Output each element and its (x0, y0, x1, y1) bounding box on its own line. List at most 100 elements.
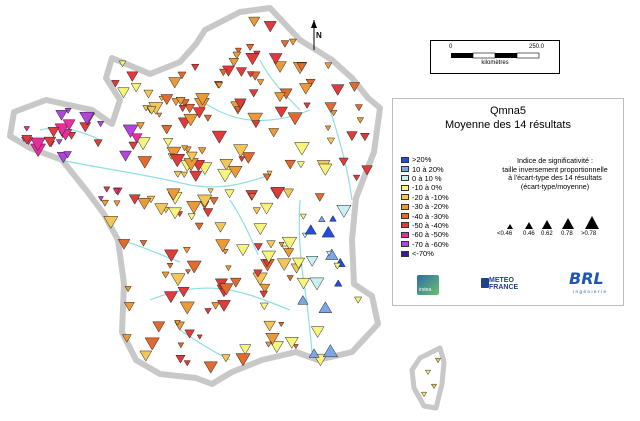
legend-swatch (401, 203, 409, 210)
station-marker (100, 199, 109, 207)
station-marker (308, 348, 320, 358)
station-marker (177, 71, 187, 80)
north-label: N (316, 31, 322, 40)
station-marker (170, 273, 186, 287)
station-marker (103, 216, 119, 229)
legend-swatch (401, 241, 409, 248)
station-marker (166, 188, 181, 201)
station-marker (329, 215, 337, 222)
station-marker (204, 308, 212, 315)
station-marker (259, 302, 269, 311)
legend-title-line1: Qmna5 (489, 105, 527, 117)
station-marker (217, 300, 231, 312)
station-marker (318, 163, 333, 176)
river-allier (229, 199, 259, 256)
station-marker (284, 336, 299, 349)
legend-label: -20 à -10% (412, 192, 449, 202)
station-marker (55, 110, 68, 121)
legend-swatch (401, 213, 409, 220)
size-legend: <0.46 0.46 0.62 0.78 >0.78 (489, 209, 621, 239)
station-marker (47, 127, 60, 138)
station-marker (259, 283, 271, 294)
significance-line4: (écart-type/moyenne) (520, 181, 590, 191)
station-marker (321, 225, 336, 238)
size-tick-4: 0.78 (561, 231, 573, 237)
station-marker (262, 173, 272, 182)
station-marker (246, 71, 255, 78)
scale-start: 0 (449, 44, 453, 50)
size-triangle-4 (562, 218, 574, 229)
station-marker (113, 200, 121, 207)
legend-swatch (401, 194, 409, 201)
station-marker (185, 151, 198, 162)
station-marker (256, 79, 265, 86)
station-marker (268, 128, 280, 138)
station-marker (268, 53, 283, 65)
station-marker (215, 239, 231, 253)
legend-label: -70 à -60% (412, 239, 449, 249)
station-marker (183, 360, 191, 367)
station-marker (287, 112, 303, 126)
station-marker (329, 110, 338, 117)
station-marker (263, 320, 276, 332)
station-marker (93, 139, 103, 148)
station-marker (245, 53, 260, 66)
station-marker (310, 326, 325, 338)
station-marker (336, 205, 352, 218)
station-marker (253, 243, 263, 252)
station-marker (282, 188, 295, 199)
station-marker (265, 341, 272, 348)
station-marker (179, 301, 195, 315)
station-marker (303, 102, 311, 109)
station-marker (230, 277, 242, 288)
scale-end: 250.0 (529, 44, 545, 50)
station-marker (434, 357, 442, 364)
station-marker (63, 151, 72, 159)
station-marker (221, 248, 229, 255)
station-marker (214, 222, 227, 233)
station-marker (177, 287, 190, 298)
station-marker (241, 152, 256, 164)
station-marker (54, 123, 70, 137)
legend-item: -50 à -40% (401, 221, 449, 230)
station-marker (253, 223, 268, 236)
station-marker (346, 131, 358, 142)
station-marker (137, 156, 153, 169)
station-marker (197, 194, 213, 208)
corsica-outline (409, 345, 447, 411)
station-marker (215, 82, 224, 89)
station-marker (154, 203, 169, 216)
station-marker (183, 113, 199, 127)
meteo-line1: METEO (489, 277, 514, 284)
station-marker (259, 290, 269, 299)
station-marker (196, 334, 203, 340)
station-marker (330, 84, 345, 96)
station-marker (117, 87, 130, 99)
significance-line1: Indice de significativité : (517, 156, 593, 165)
significance-text: Indice de significativité : taille inver… (489, 156, 621, 191)
north-arrow: N (307, 18, 322, 52)
station-marker (130, 83, 142, 93)
station-marker (278, 242, 285, 248)
station-marker (123, 302, 135, 312)
size-tick-5: >0.78 (581, 231, 597, 237)
station-marker (130, 133, 143, 144)
legend-item: -20 à -10% (401, 193, 449, 202)
station-marker (288, 38, 297, 46)
station-marker (21, 135, 33, 145)
station-marker (235, 67, 248, 77)
station-marker (281, 236, 298, 251)
station-marker (333, 262, 342, 270)
station-marker (136, 122, 145, 130)
station-marker (97, 196, 104, 202)
station-marker (338, 157, 349, 167)
station-marker (318, 301, 333, 313)
station-marker (360, 133, 370, 142)
station-marker (228, 165, 243, 179)
size-triangle-5 (585, 216, 599, 229)
station-marker (247, 112, 264, 127)
station-marker (296, 277, 311, 290)
station-marker (252, 207, 261, 215)
station-marker (236, 244, 250, 257)
legend-label: 10 à 20% (412, 164, 444, 174)
